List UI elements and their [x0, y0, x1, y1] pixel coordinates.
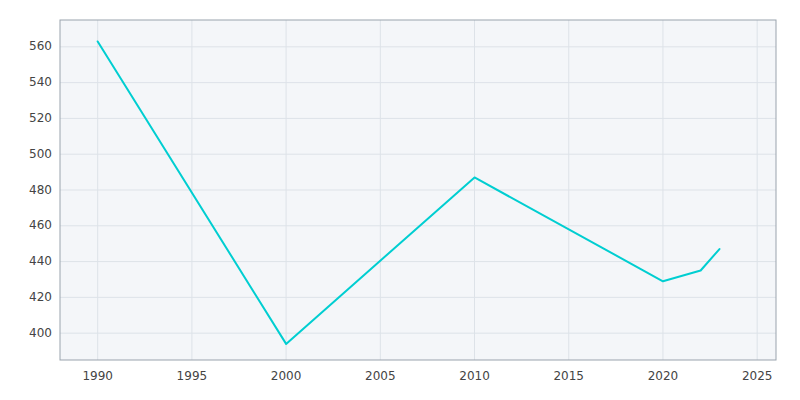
y-tick-label: 400: [29, 326, 52, 340]
plot-frame: [60, 20, 776, 360]
y-tick-label: 480: [29, 183, 52, 197]
x-tick-label: 2020: [648, 369, 679, 383]
grid-line-y: [60, 261, 776, 262]
x-tick-label: 2005: [365, 369, 396, 383]
y-tick-label: 500: [29, 147, 52, 161]
grid-line-y: [60, 333, 776, 334]
grid-line-y: [60, 297, 776, 298]
x-tick-label: 2000: [271, 369, 302, 383]
x-tick-label: 2025: [742, 369, 773, 383]
chart-container: 1990 1995 2000 2005 2010 2015 2020 2025 400 420 44…: [0, 0, 800, 400]
line: [98, 41, 720, 343]
x-tick-label: 2010: [459, 369, 490, 383]
grid-line-y: [60, 82, 776, 83]
y-tick-label: 420: [29, 290, 52, 304]
y-tick-label: 520: [29, 111, 52, 125]
x-tick-label: 2015: [553, 369, 584, 383]
grid-line-y: [60, 46, 776, 47]
grid-line-y: [60, 190, 776, 191]
y-tick-label: 440: [29, 254, 52, 268]
tick-labels: 1990 1995 2000 2005 2010 2015 2020 2025 400 420 44…: [29, 39, 772, 383]
grid: [60, 20, 776, 360]
grid-line-y: [60, 118, 776, 119]
y-tick-label: 460: [29, 218, 52, 232]
y-tick-label: 560: [29, 39, 52, 53]
y-tick-label: 540: [29, 75, 52, 89]
x-tick-label: 1995: [177, 369, 208, 383]
chart: 1990 1995 2000 2005 2010 2015 2020 2025 400 420 44…: [0, 0, 800, 400]
x-tick-label: 1990: [82, 369, 113, 383]
series-group: [98, 41, 720, 343]
plot-area: [60, 20, 776, 360]
